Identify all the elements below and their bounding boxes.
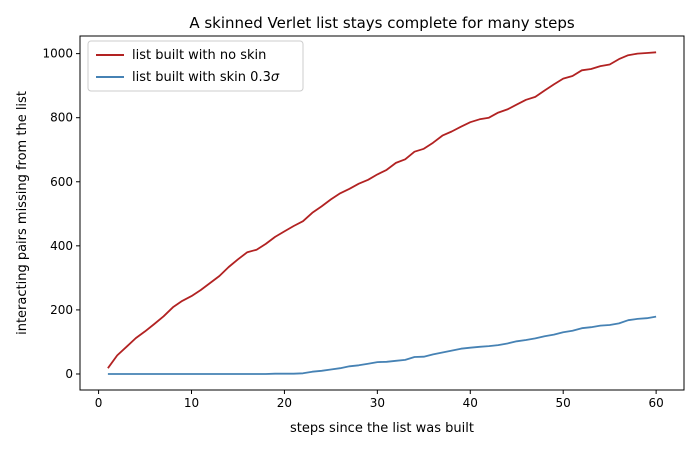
- y-axis-label: interacting pairs missing from the list: [15, 91, 30, 335]
- x-axis-ticks: 0 10 20 30 40 50 60: [95, 390, 664, 410]
- y-tick-label: 800: [50, 111, 73, 125]
- legend-label-no-skin: list built with no skin: [132, 48, 266, 63]
- y-tick-label: 200: [50, 303, 73, 317]
- legend-box: [87, 40, 304, 92]
- y-tick-label: 600: [50, 175, 73, 189]
- y-axis-ticks: 0 200 400 600 800 1000: [42, 47, 80, 381]
- axes-frame: [79, 35, 685, 391]
- series-line-no-skin: [107, 51, 657, 369]
- x-tick-label: 60: [648, 396, 663, 410]
- plot-area: 0 10 20 30 40 50 60 0 200 400 600 800 1000: [42, 35, 685, 410]
- legend-label-skin: list built with skin 0.3σ: [132, 70, 280, 85]
- x-tick-label: 10: [184, 396, 199, 410]
- chart-title: A skinned Verlet list stays complete for…: [189, 14, 575, 32]
- legend-label-skin-symbol: σ: [271, 70, 280, 85]
- x-axis-label: steps since the list was built: [290, 421, 474, 436]
- legend: list built with no skin list built with …: [87, 40, 304, 92]
- legend-label-skin-text: list built with skin 0.3: [132, 70, 271, 85]
- series-lines: [107, 51, 657, 375]
- x-tick-label: 20: [277, 396, 292, 410]
- y-tick-label: 0: [65, 367, 73, 381]
- y-tick-label: 400: [50, 239, 73, 253]
- y-tick-label: 1000: [42, 47, 73, 61]
- series-line-skin: [107, 315, 657, 375]
- x-tick-label: 40: [463, 396, 478, 410]
- x-tick-label: 0: [95, 396, 103, 410]
- x-tick-label: 30: [370, 396, 385, 410]
- x-tick-label: 50: [556, 396, 571, 410]
